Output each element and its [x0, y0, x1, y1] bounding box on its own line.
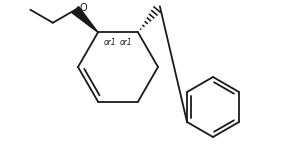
Text: O: O — [80, 3, 87, 13]
Text: or1: or1 — [119, 38, 132, 47]
Polygon shape — [72, 7, 98, 32]
Text: or1: or1 — [104, 38, 117, 47]
